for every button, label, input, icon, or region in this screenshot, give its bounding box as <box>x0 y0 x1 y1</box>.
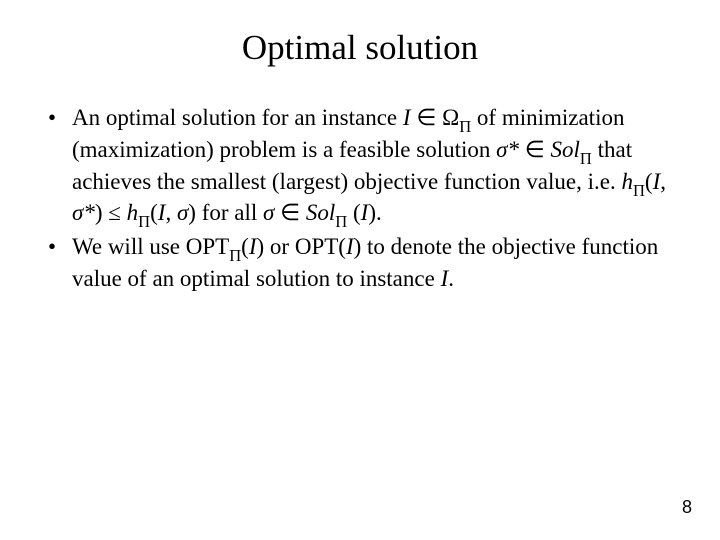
slide: Optimal solution An optimal solution for… <box>0 0 720 540</box>
list-item: An optimal solution for an instance I ∈ … <box>48 104 672 231</box>
slide-title: Optimal solution <box>48 28 672 68</box>
bullet-list: An optimal solution for an instance I ∈ … <box>48 104 672 293</box>
page-number: 8 <box>682 497 692 518</box>
list-item: We will use OPTΠ(I) or OPT(I) to denote … <box>48 233 672 293</box>
